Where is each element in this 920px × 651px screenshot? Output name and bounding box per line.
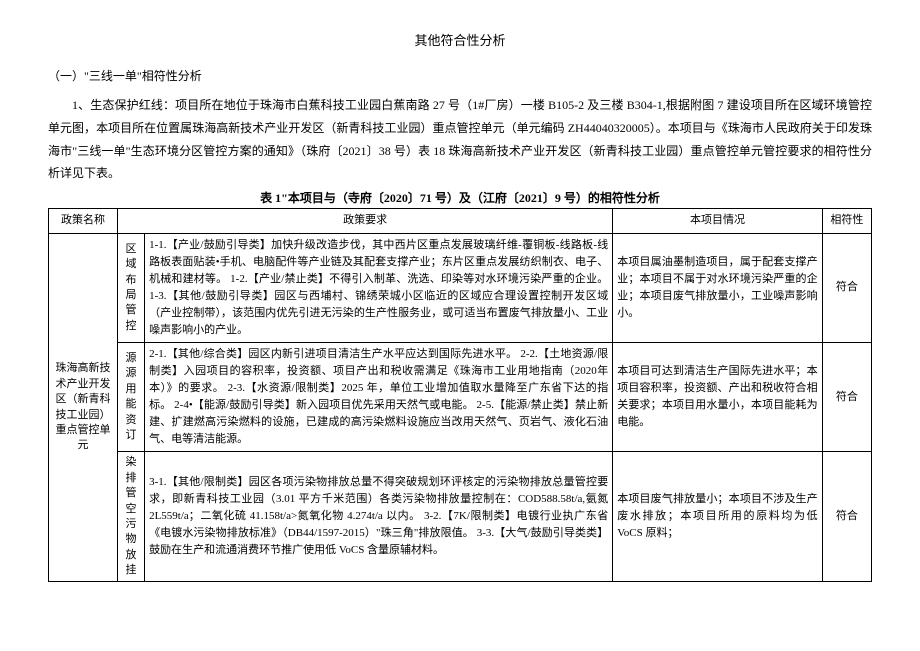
situation-cell: 本项目废气排放量小；本项目不涉及生产废水排放；本项目所用的原料均为低VoCS 原… xyxy=(613,452,822,582)
situation-cell: 本项目可达到清洁生产国际先进水平；本项目容积率，投资额、产出和税收符合相关要求；… xyxy=(613,343,822,452)
table-row: 染排管空污物放挂 3-1.【其他/限制类】园区各项污染物排放总量不得突破规划环评… xyxy=(49,452,872,582)
category-cell: 染排管空污物放挂 xyxy=(117,452,144,582)
header-policy: 政策名称 xyxy=(49,209,118,234)
intro-paragraph: 1、生态保护红线：项目所在地位于珠海市白蕉科技工业园白蕉南路 27 号（1#厂房… xyxy=(48,94,872,185)
table-header-row: 政策名称 政策要求 本项目情况 相符性 xyxy=(49,209,872,234)
header-conform: 相符性 xyxy=(822,209,871,234)
header-situation: 本项目情况 xyxy=(613,209,822,234)
main-title: 其他符合性分析 xyxy=(48,30,872,49)
requirement-cell: 2-1.【其他/综合类】园区内新引进项目清洁生产水平应达到国际先进水平。 2-2… xyxy=(145,343,613,452)
conformity-table: 政策名称 政策要求 本项目情况 相符性 珠海高新技术产业开发区（新青科技工业园）… xyxy=(48,208,872,582)
table-row: 源源用能资订 2-1.【其他/综合类】园区内新引进项目清洁生产水平应达到国际先进… xyxy=(49,343,872,452)
situation-cell: 本项目属油墨制造项目，属于配套支撑产业；本项目不属于对水环境污染严重的企业；本项… xyxy=(613,233,822,342)
policy-name-cell: 珠海高新技术产业开发区（新青科技工业园）重点管控单元 xyxy=(49,233,118,582)
table-caption: 表 1"本项目与（寺府〔2020〕71 号）及（江府〔2021〕9 号）的相符性… xyxy=(48,189,872,206)
header-requirement: 政策要求 xyxy=(117,209,612,234)
requirement-cell: 3-1.【其他/限制类】园区各项污染物排放总量不得突破规划环评核定的污染物排放总… xyxy=(145,452,613,582)
conform-cell: 符合 xyxy=(822,452,871,582)
conform-cell: 符合 xyxy=(822,343,871,452)
section-heading: （一）"三线一单"相符性分析 xyxy=(48,67,872,84)
category-cell: 区域布局管控 xyxy=(117,233,144,342)
table-row: 珠海高新技术产业开发区（新青科技工业园）重点管控单元 区域布局管控 1-1.【产… xyxy=(49,233,872,342)
requirement-cell: 1-1.【产业/鼓励引导类】加快升级改造步伐，其中西片区重点发展玻璃纤维-覆铜板… xyxy=(145,233,613,342)
document-page: 其他符合性分析 （一）"三线一单"相符性分析 1、生态保护红线：项目所在地位于珠… xyxy=(0,0,920,582)
category-cell: 源源用能资订 xyxy=(117,343,144,452)
conform-cell: 符合 xyxy=(822,233,871,342)
